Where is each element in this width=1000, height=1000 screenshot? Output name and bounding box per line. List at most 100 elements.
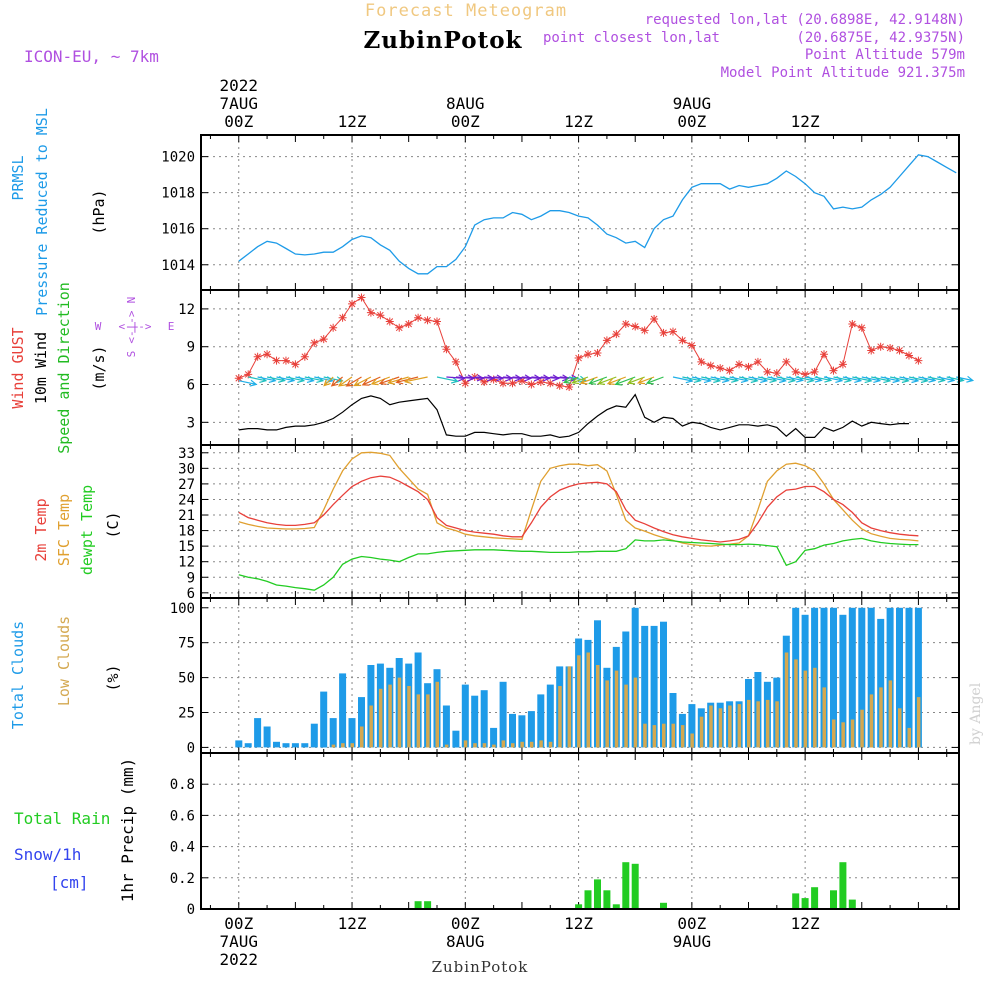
gust-marker [329, 323, 338, 332]
top-time-label: 12Z [564, 112, 593, 131]
low-clouds-bar [511, 743, 515, 748]
y-tick-label: 33 [178, 446, 195, 462]
total-clouds-axis-label: Total Clouds [9, 621, 27, 729]
bottom-time-label: 9AUG [673, 932, 712, 951]
y-tick-label: 6 [187, 378, 195, 394]
gust-marker [763, 367, 772, 376]
rain-bar [575, 904, 583, 909]
low-clouds-bar [699, 716, 704, 748]
prmsl-axis-label: PRMSL [9, 155, 27, 200]
gust-marker [338, 313, 347, 322]
compass-south: S [125, 351, 138, 358]
gust-marker [319, 335, 328, 344]
low-clouds-bar [813, 667, 817, 748]
total-clouds-bar [518, 715, 526, 748]
total-clouds-bar [452, 730, 460, 748]
wind-direction-arrow [345, 376, 362, 387]
bottom-time-label: 12Z [564, 914, 593, 933]
low-clouds-bar [567, 666, 572, 748]
gust-marker [281, 356, 290, 365]
total-clouds-bar [301, 743, 309, 748]
gust-marker [725, 366, 734, 375]
rain-bar [848, 899, 856, 909]
low-clouds-bar [397, 677, 402, 748]
total-clouds-bar [688, 704, 696, 748]
wind-direction-arrow [626, 376, 645, 385]
gust-marker [565, 383, 574, 392]
y-tick-label: 1018 [161, 186, 195, 202]
wind-direction-arrow [455, 374, 476, 382]
y-tick-label: 25 [178, 706, 195, 722]
low-clouds-bar [463, 740, 468, 748]
gust-marker [876, 342, 885, 351]
rain-bar [839, 862, 847, 909]
total-clouds-bar [329, 718, 337, 748]
top-time-label: 2022 [219, 76, 258, 95]
total-clouds-bar [830, 607, 837, 748]
pressure-unit-label: (hPa) [90, 189, 108, 234]
y-tick-label: 6 [187, 586, 195, 602]
y-tick-label: 18 [178, 524, 195, 540]
y-tick-label: 12 [178, 302, 195, 318]
y-tick-label: 1016 [161, 222, 195, 238]
gust-marker [612, 330, 621, 339]
compass-east: E [168, 320, 175, 333]
total-clouds-bar [254, 718, 262, 748]
gust-marker [904, 351, 913, 360]
total-clouds-bar [537, 694, 545, 748]
wind-direction-arrow [637, 376, 655, 385]
y-tick-label: 21 [178, 508, 195, 524]
top-time-label: 00Z [224, 112, 253, 131]
low-clouds-bar [888, 680, 893, 748]
closest-coords-prefix: point closest lon,lat [543, 30, 720, 46]
gust-marker [716, 364, 725, 373]
low-clouds-bar [822, 687, 826, 748]
low-clouds-bar [709, 705, 713, 748]
gust-marker [263, 350, 272, 359]
total-clouds-bar [235, 740, 243, 748]
gust-marker [744, 362, 753, 371]
total-clouds-bar [442, 705, 450, 748]
top-time-label: 00Z [677, 112, 706, 131]
station-title: ZubinPotok [364, 27, 523, 54]
y-tick-label: 0.2 [170, 871, 195, 887]
y-tick-label: 75 [178, 636, 195, 652]
wind-direction-arrow [568, 375, 587, 383]
top-time-label: 12Z [338, 112, 367, 131]
gust-marker [584, 350, 593, 359]
panel-frame [200, 752, 960, 910]
wind-direction-arrow [465, 374, 485, 382]
low-clouds-bar [765, 699, 770, 748]
low-clouds-bar [407, 686, 411, 748]
wind-direction-arrow [597, 376, 617, 385]
low-clouds-bar [501, 740, 506, 748]
rain-bar [594, 879, 601, 909]
total-clouds-bar [244, 743, 252, 748]
low-clouds-bar [548, 741, 553, 748]
rain-bar [792, 893, 800, 909]
total-clouds-bar [358, 697, 365, 748]
top-time-label: 00Z [451, 112, 480, 131]
direction-axis-label: Speed and Direction [55, 282, 73, 454]
gust-marker [527, 380, 536, 389]
total-clouds-bar [886, 607, 894, 748]
y-tick-label: 12 [178, 555, 195, 571]
snow-unit-label: [cm] [50, 873, 89, 892]
low-clouds-bar [662, 723, 666, 748]
wind-direction-arrow [484, 374, 505, 382]
low-clouds-bar [869, 694, 874, 748]
total-clouds-bar [839, 614, 847, 748]
wind-direction-arrow [353, 376, 372, 387]
wind-direction-arrow [512, 374, 533, 382]
dewpoint-axis-label: dewpt Temp [78, 485, 96, 575]
gust-marker [451, 357, 460, 366]
top-time-label: 9AUG [673, 94, 712, 113]
low-clouds-bar [850, 719, 855, 748]
gust-marker [348, 299, 357, 308]
gust-marker [442, 345, 451, 354]
low-clouds-bar [879, 687, 883, 748]
total-clouds-bar [499, 681, 507, 748]
gust-marker [461, 379, 470, 388]
y-tick-label: 0.8 [170, 777, 195, 793]
gust-marker [253, 352, 262, 361]
